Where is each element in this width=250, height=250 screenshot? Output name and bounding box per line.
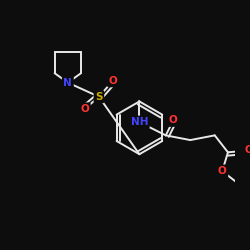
- Text: O: O: [218, 166, 227, 176]
- Text: N: N: [64, 78, 72, 88]
- Text: O: O: [169, 115, 178, 125]
- Text: O: O: [244, 146, 250, 156]
- Text: S: S: [95, 92, 103, 102]
- Text: O: O: [109, 76, 118, 86]
- Text: O: O: [80, 104, 89, 114]
- Text: NH: NH: [131, 117, 148, 127]
